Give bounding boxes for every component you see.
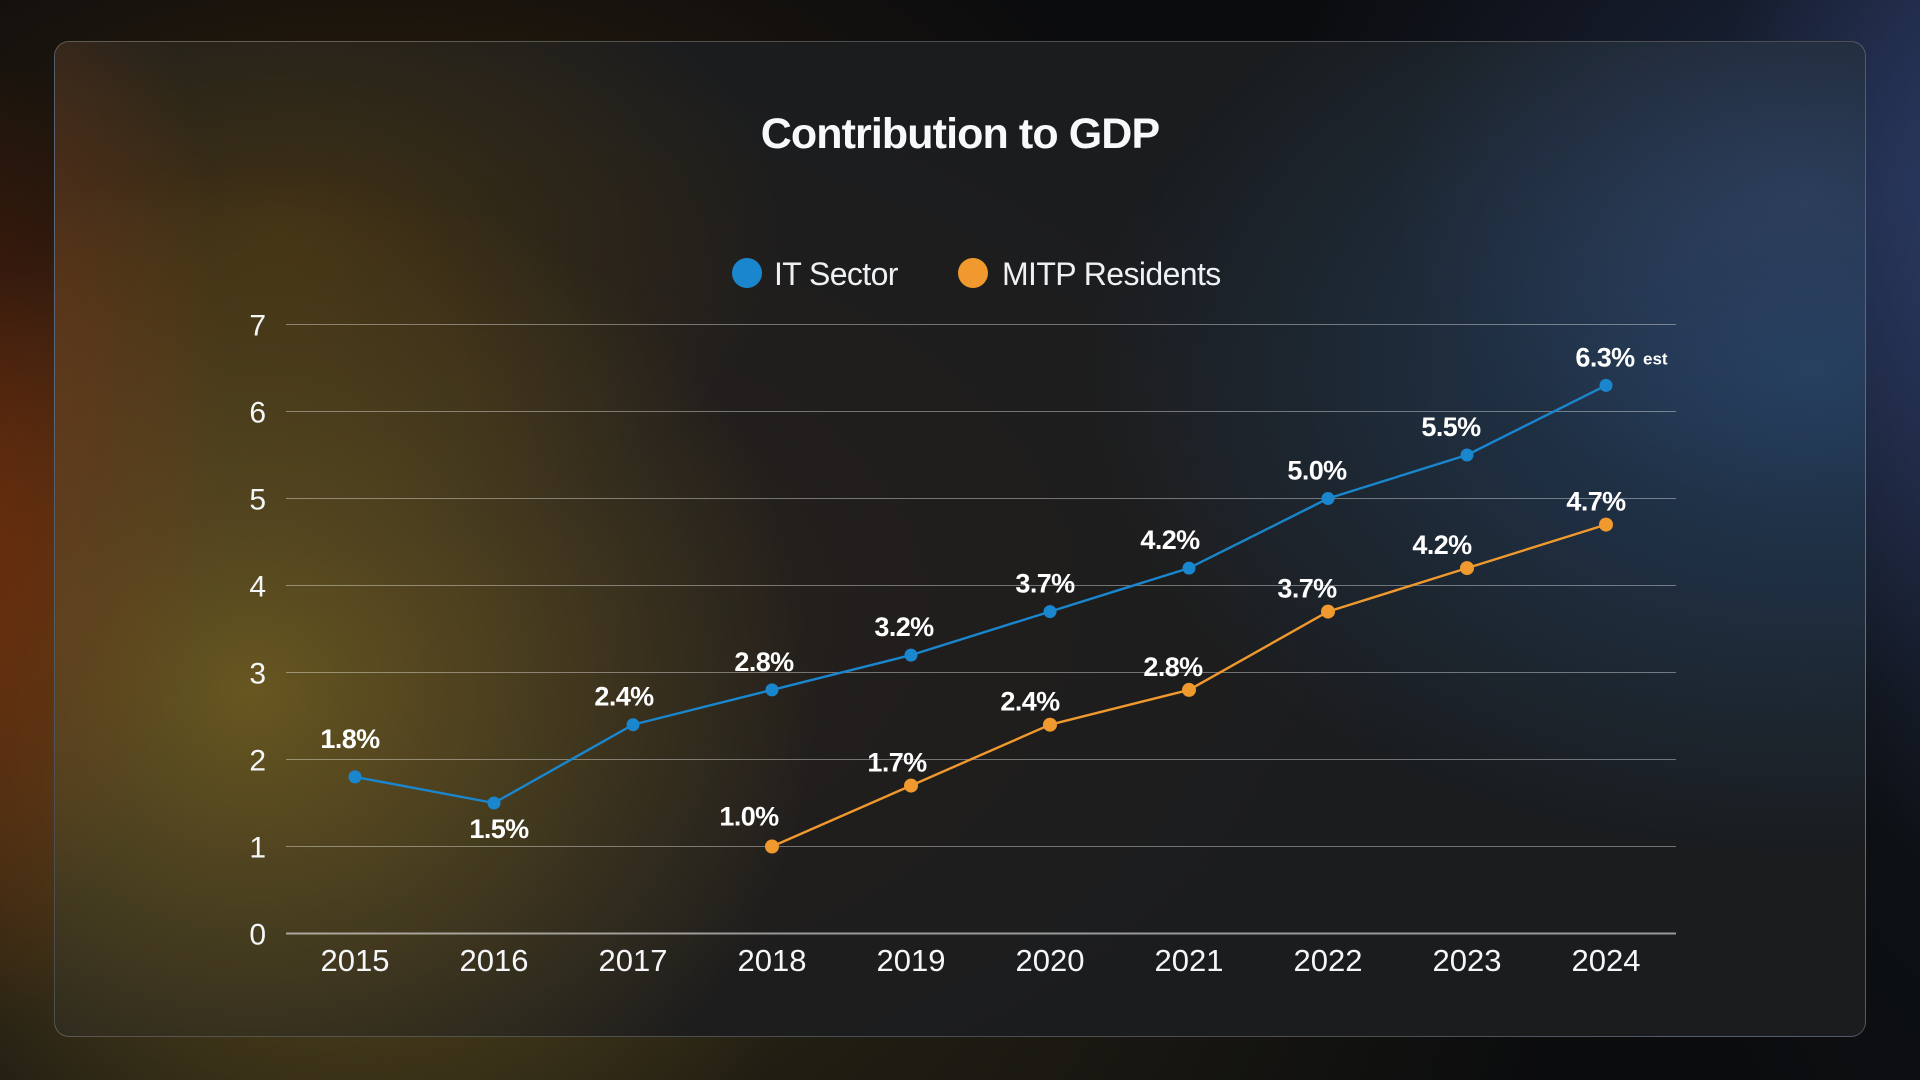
svg-text:7: 7: [249, 310, 266, 343]
svg-text:2022: 2022: [1294, 943, 1363, 978]
svg-text:2.4%: 2.4%: [594, 682, 654, 712]
svg-text:2016: 2016: [460, 943, 529, 978]
svg-text:4.2%: 4.2%: [1412, 530, 1472, 560]
svg-text:3.7%: 3.7%: [1015, 569, 1075, 599]
svg-text:4: 4: [249, 571, 266, 604]
svg-text:1.5%: 1.5%: [469, 814, 529, 844]
svg-text:2017: 2017: [599, 943, 668, 978]
svg-text:2: 2: [249, 745, 266, 778]
svg-text:5: 5: [249, 484, 266, 517]
svg-text:3: 3: [249, 658, 266, 691]
svg-text:2019: 2019: [877, 943, 946, 978]
svg-text:2.4%: 2.4%: [1000, 687, 1060, 717]
svg-text:4.7%: 4.7%: [1566, 487, 1626, 517]
svg-text:2020: 2020: [1016, 943, 1085, 978]
svg-text:Contribution to GDP: Contribution to GDP: [761, 110, 1160, 158]
svg-text:1.7%: 1.7%: [867, 748, 927, 778]
svg-text:2018: 2018: [738, 943, 807, 978]
svg-text:1: 1: [249, 832, 266, 865]
svg-text:2023: 2023: [1433, 943, 1502, 978]
svg-text:2024: 2024: [1572, 943, 1641, 978]
svg-text:3.2%: 3.2%: [874, 612, 934, 642]
svg-text:2021: 2021: [1155, 943, 1224, 978]
svg-text:IT Sector: IT Sector: [774, 256, 899, 292]
svg-text:2.8%: 2.8%: [1143, 652, 1203, 682]
svg-text:est: est: [1643, 349, 1668, 368]
svg-text:MITP Residents: MITP Residents: [1002, 256, 1221, 292]
svg-text:3.7%: 3.7%: [1277, 574, 1337, 604]
svg-text:5.5%: 5.5%: [1421, 412, 1481, 442]
svg-text:6: 6: [249, 397, 266, 430]
svg-text:2015: 2015: [321, 943, 390, 978]
svg-text:5.0%: 5.0%: [1287, 456, 1347, 486]
svg-text:6.3%: 6.3%: [1575, 342, 1635, 372]
svg-text:2.8%: 2.8%: [734, 647, 794, 677]
svg-text:1.0%: 1.0%: [719, 802, 779, 832]
svg-text:4.2%: 4.2%: [1140, 525, 1200, 555]
svg-text:1.8%: 1.8%: [320, 724, 380, 754]
svg-text:0: 0: [249, 919, 266, 952]
